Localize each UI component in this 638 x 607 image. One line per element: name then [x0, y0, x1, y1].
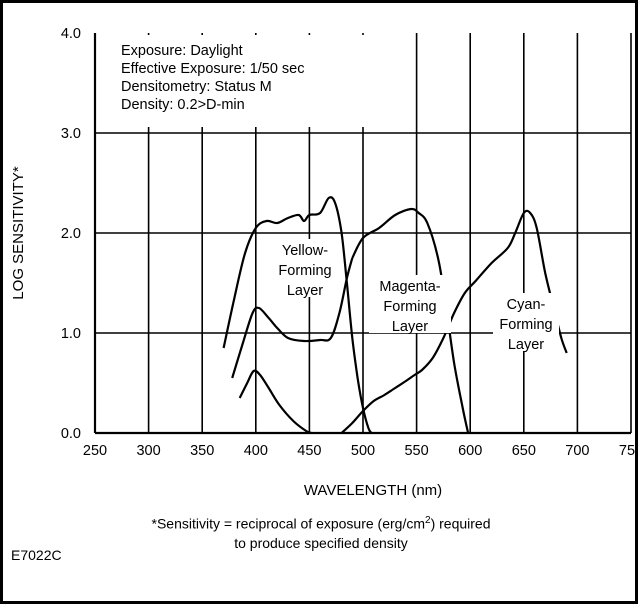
- condition-density: Density: 0.2>D-min: [121, 97, 245, 113]
- magenta-forming-layer-label-bg: [369, 275, 451, 333]
- yellow-forming-layer-curve-1: [222, 196, 373, 434]
- chart-series-labels: Yellow- Forming Layer Magenta- Forming Layer C…: [272, 239, 559, 353]
- x-tick-label: 650: [512, 443, 536, 459]
- cyan-forming-layer-label-bg: [493, 293, 559, 351]
- y-tick-label: 4.0: [61, 26, 81, 42]
- y-tick-label: 2.0: [61, 226, 81, 242]
- yellow-forming-layer-label: Yellow-: [282, 243, 328, 259]
- conditions-box: [97, 35, 367, 127]
- x-tick-label: 250: [83, 443, 107, 459]
- x-tick-label: 300: [136, 443, 160, 459]
- x-tick-label: 750: [619, 443, 638, 459]
- cyan-forming-layer-label: Cyan-: [507, 297, 546, 313]
- chart-tick-labels: 250 300 350 400 450 500 550 600 650 700 750 0.0 1.0 2…: [61, 26, 638, 459]
- footnote-line-1-suffix: ) required: [430, 515, 491, 532]
- y-tick-label: 1.0: [61, 326, 81, 342]
- x-tick-label: 500: [351, 443, 375, 459]
- condition-effective-exposure: Effective Exposure: 1/50 sec: [121, 61, 305, 77]
- yellow-forming-layer-label-bg: [272, 239, 338, 297]
- x-tick-label: 550: [404, 443, 428, 459]
- x-tick-label: 350: [190, 443, 214, 459]
- magenta-forming-layer-label: Forming: [383, 299, 436, 315]
- condition-exposure: Exposure: Daylight: [121, 43, 243, 59]
- figure-code: E7022C: [11, 547, 62, 563]
- footnote-line-2: to produce specified density: [234, 534, 408, 551]
- footnote-line-1: *Sensitivity = reciprocal of exposure (e…: [91, 511, 551, 534]
- footnote: *Sensitivity = reciprocal of exposure (e…: [91, 511, 551, 553]
- yellow-forming-layer-label: Forming: [278, 263, 331, 279]
- magenta-forming-layer-curve-1: [351, 207, 470, 434]
- footnote-line-1-prefix: *Sensitivity = reciprocal of exposure (e…: [151, 515, 426, 532]
- condition-densitometry: Densitometry: Status M: [121, 79, 272, 95]
- y-tick-label: 0.0: [61, 426, 81, 442]
- x-tick-label: 600: [458, 443, 482, 459]
- magenta-forming-layer-label: Layer: [392, 319, 428, 335]
- cyan-forming-layer-label: Forming: [499, 317, 552, 333]
- magenta-forming-layer-label: Magenta-: [379, 279, 440, 295]
- yellow-forming-layer-label: Layer: [287, 283, 323, 299]
- yellow-forming-layer-curve-3: [238, 369, 312, 435]
- chart-curves: [222, 196, 568, 435]
- cyan-forming-layer-curve-1: [340, 209, 568, 434]
- x-axis-title: WAVELENGTH (nm): [304, 482, 442, 499]
- y-tick-label: 3.0: [61, 126, 81, 142]
- x-tick-label: 400: [244, 443, 268, 459]
- x-tick-label: 700: [565, 443, 589, 459]
- log-sensitivity-chart: 250 300 350 400 450 500 550 600 650 700 750 0.0 1.0 2…: [10, 26, 638, 563]
- footnote-superscript: 2: [425, 515, 431, 526]
- cyan-forming-layer-label: Layer: [508, 337, 544, 353]
- x-tick-label: 450: [297, 443, 321, 459]
- y-axis-title: LOG SENSITIVITY*: [10, 166, 27, 300]
- chart-grid: [93, 33, 632, 435]
- yellow-forming-layer-curve-2: [231, 257, 354, 379]
